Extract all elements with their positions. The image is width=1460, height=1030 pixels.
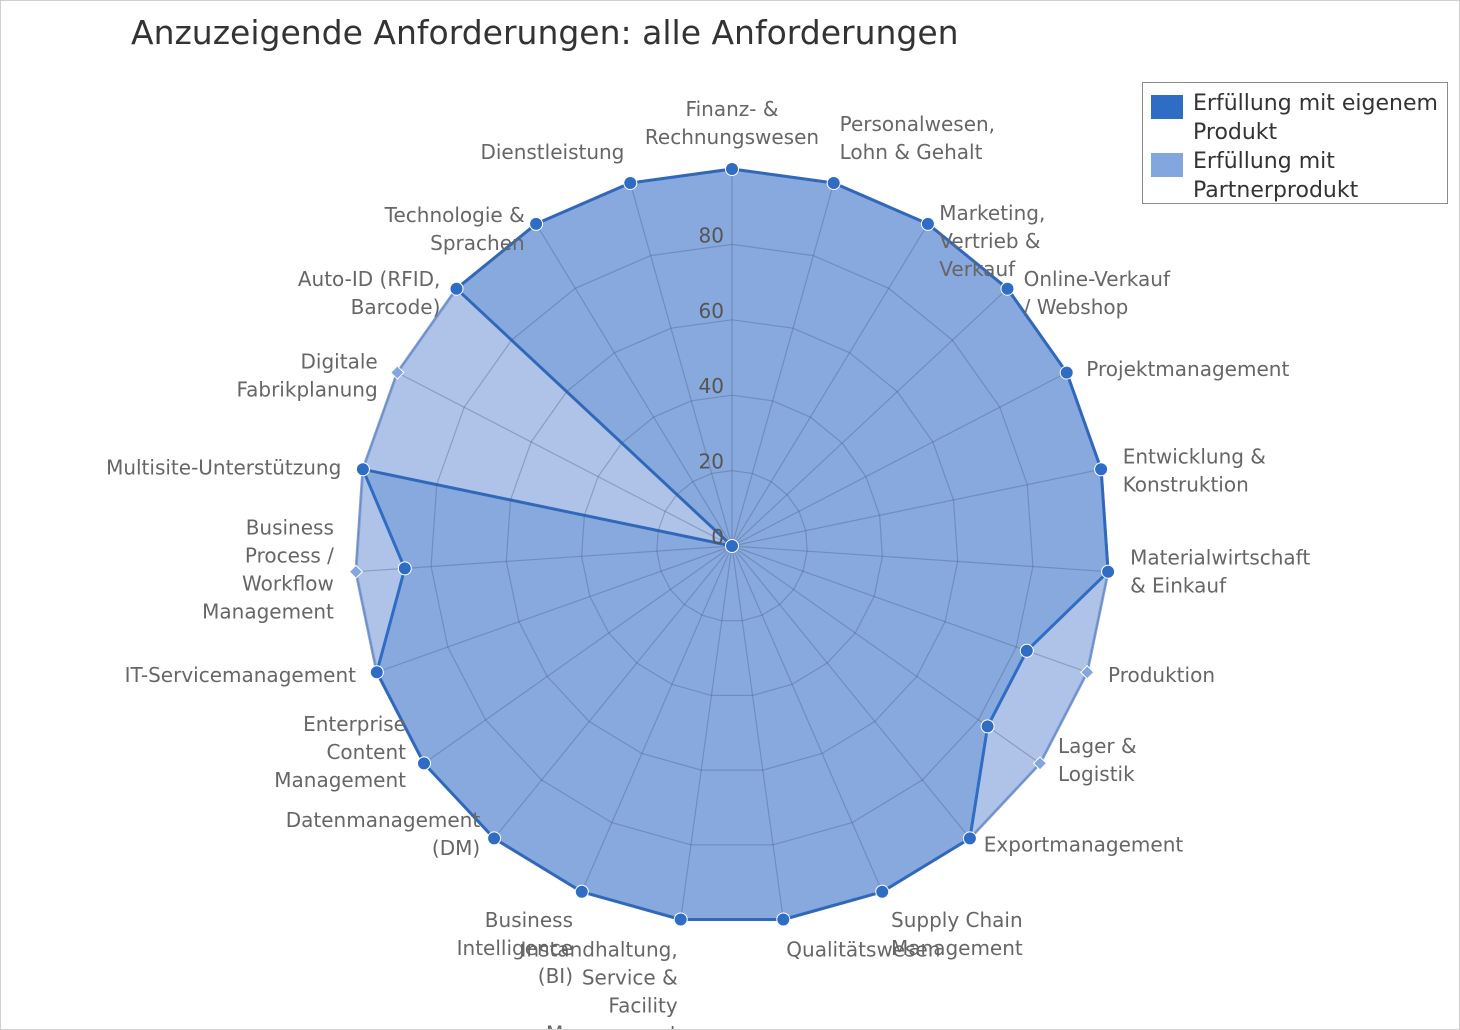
legend: Erfüllung mit eigenem Produkt Erfüllung …: [1142, 82, 1448, 204]
point-partner-product: [348, 564, 364, 579]
point-own-product: [1019, 643, 1034, 658]
grid-spoke: [362, 468, 733, 547]
point-own-product: [1101, 564, 1116, 579]
grid-spoke: [397, 372, 733, 547]
grid-spoke: [731, 182, 835, 547]
category-label: Dienstleistung: [480, 140, 624, 164]
legend-label-own-product: Erfüllung mit eigenem Produkt: [1193, 91, 1438, 145]
category-label: Enterprise Content Management: [274, 712, 406, 792]
grid-spoke: [731, 545, 971, 839]
legend-swatch-partner-product: [1151, 153, 1183, 177]
grid-spoke: [731, 468, 1102, 547]
category-label: Digitale Fabrikplanung: [236, 349, 377, 401]
point-own-product: [980, 719, 995, 734]
point-own-product: [449, 281, 464, 296]
category-label: Technologie & Sprachen: [384, 203, 525, 255]
category-label: Projektmanagement: [1086, 357, 1289, 381]
category-label: Marketing, Vertrieb & Verkauf: [939, 201, 1045, 281]
point-own-product: [487, 831, 502, 846]
grid-spoke: [731, 372, 1067, 547]
category-label: Multisite-Unterstützung: [106, 456, 341, 480]
grid-ring: [505, 319, 959, 771]
y-tick-label: 20: [699, 450, 724, 474]
category-label: Supply Chain Management: [891, 908, 1023, 960]
point-own-product: [962, 831, 977, 846]
category-label: IT-Servicemanagement: [125, 663, 357, 687]
grid-spoke: [456, 288, 733, 547]
grid-ring: [430, 243, 1034, 846]
point-partner-product: [1080, 665, 1095, 680]
category-label: Lager & Logistik: [1058, 734, 1137, 786]
y-tick-label: 40: [699, 374, 724, 398]
category-label: Business Intelligence (BI): [457, 908, 573, 988]
point-own-product: [725, 539, 739, 553]
point-own-product: [1000, 281, 1015, 296]
grid-spoke: [680, 545, 733, 920]
grid-spoke: [731, 545, 784, 920]
point-own-product: [875, 884, 890, 899]
grid-spoke: [731, 223, 929, 547]
point-own-product: [725, 162, 739, 176]
point-own-product: [826, 176, 841, 190]
point-own-product: [1059, 365, 1074, 380]
category-label: Online-Verkauf / Webshop: [1024, 267, 1171, 319]
category-label: Entwicklung & Konstruktion: [1123, 445, 1266, 497]
point-own-product: [397, 561, 412, 576]
grid-spoke: [535, 223, 733, 547]
point-own-product: [417, 756, 431, 771]
grid-ring: [656, 469, 808, 622]
category-label: Qualitätswesen: [786, 937, 940, 961]
point-partner-product: [390, 365, 405, 380]
grid-spoke: [376, 545, 733, 673]
category-label: Materialwirtschaft & Einkauf: [1130, 545, 1310, 597]
grid-spoke: [731, 545, 883, 893]
category-label: Business Process / Workflow Management: [202, 515, 334, 623]
point-own-product: [673, 912, 688, 927]
grid-ring: [355, 168, 1109, 921]
point-own-product: [623, 176, 638, 190]
grid-spoke: [493, 545, 733, 839]
grid-spoke: [581, 545, 733, 893]
category-label: Finanz- & Rechnungswesen: [645, 97, 819, 149]
grid-spoke: [355, 545, 733, 573]
point-partner-product: [1032, 756, 1048, 771]
category-label: Exportmanagement: [984, 833, 1184, 857]
point-own-product: [355, 462, 370, 477]
y-tick-label: 60: [699, 299, 724, 323]
gridlines: [355, 168, 1109, 921]
grid-spoke: [423, 545, 733, 764]
category-label: Auto-ID (RFID, Barcode): [298, 267, 441, 319]
category-label: Instandhaltung,Service &FacilityManageme…: [520, 937, 677, 1029]
grid-ring: [580, 394, 884, 697]
point-own-product: [369, 665, 384, 680]
category-label: Produktion: [1108, 663, 1215, 687]
point-own-product: [1094, 462, 1109, 477]
category-label: Datenmanagement (DM): [286, 808, 481, 860]
y-tick-label: 80: [699, 223, 724, 247]
grid-spoke: [731, 288, 1008, 547]
grid-spoke: [629, 182, 733, 547]
point-own-product: [776, 912, 791, 927]
y-tick-label: 0: [711, 525, 724, 549]
legend-swatch-own-product: [1151, 95, 1183, 119]
legend-label-partner-product: Erfüllung mit Partnerprodukt: [1193, 149, 1359, 203]
chart-title: Anzuzeigende Anforderungen: alle Anforde…: [131, 13, 959, 52]
point-own-product: [574, 884, 589, 899]
point-own-product: [529, 216, 544, 231]
category-label: Personalwesen, Lohn & Gehalt: [840, 112, 995, 164]
point-own-product: [920, 216, 935, 231]
grid-spoke: [731, 545, 1109, 573]
